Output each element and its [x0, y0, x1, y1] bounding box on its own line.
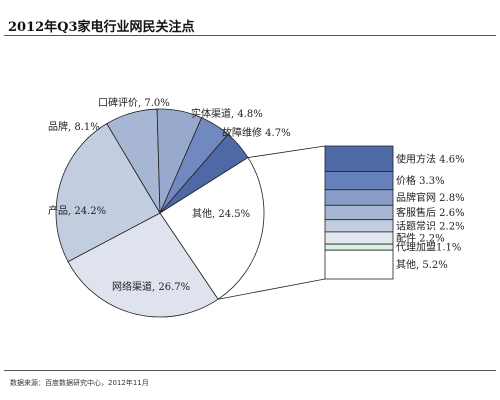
pie-label-2: 产品, 24.2%	[48, 204, 106, 217]
breakdown-segment-2	[324, 171, 394, 191]
breakdown-label-4: 客服售后 2.6%	[396, 206, 465, 219]
breakdown-segment-6	[324, 231, 394, 245]
footer-divider	[4, 370, 496, 371]
connector-line-bottom	[218, 278, 326, 300]
breakdown-label-1: 使用方法 4.6%	[396, 152, 465, 165]
breakdown-label-8: 其他, 5.2%	[396, 258, 448, 271]
chart-title: 2012年Q3家电行业网民关注点	[8, 20, 195, 35]
breakdown-label-5: 话题常识 2.2%	[396, 219, 465, 232]
breakdown-label-6: 配件 2.2%	[396, 232, 445, 244]
pie-label-7: 其他, 24.5%	[192, 207, 250, 220]
breakdown-segment-1	[324, 145, 394, 172]
connector-line-top	[247, 145, 326, 158]
breakdown-label-7: 代理加盟1.1%	[396, 242, 461, 254]
title-divider	[4, 35, 496, 36]
breakdown-segment-8	[324, 249, 394, 280]
breakdown-segment-3	[324, 189, 394, 206]
data-source-note: 数据来源：百度数据研究中心，2012年11月	[10, 379, 149, 387]
breakdown-label-3: 品牌官网 2.8%	[396, 191, 465, 204]
pie-slice-1	[67, 212, 219, 318]
breakdown-segment-5	[324, 219, 394, 233]
pie-label-5: 实体渠道, 4.8%	[191, 107, 263, 120]
pie-label-6: 故障维修 4.7%	[222, 126, 291, 139]
breakdown-label-2: 价格 3.3%	[396, 174, 445, 187]
pie-slice-7	[159, 157, 265, 300]
pie-label-1: 网络渠道, 26.7%	[112, 280, 190, 293]
breakdown-segment-7	[324, 243, 394, 251]
pie-slice-2	[55, 123, 161, 263]
breakdown-segment-4	[324, 204, 394, 221]
pie-label-3: 品牌, 8.1%	[48, 120, 100, 133]
pie-label-4: 口碑评价, 7.0%	[98, 96, 170, 109]
